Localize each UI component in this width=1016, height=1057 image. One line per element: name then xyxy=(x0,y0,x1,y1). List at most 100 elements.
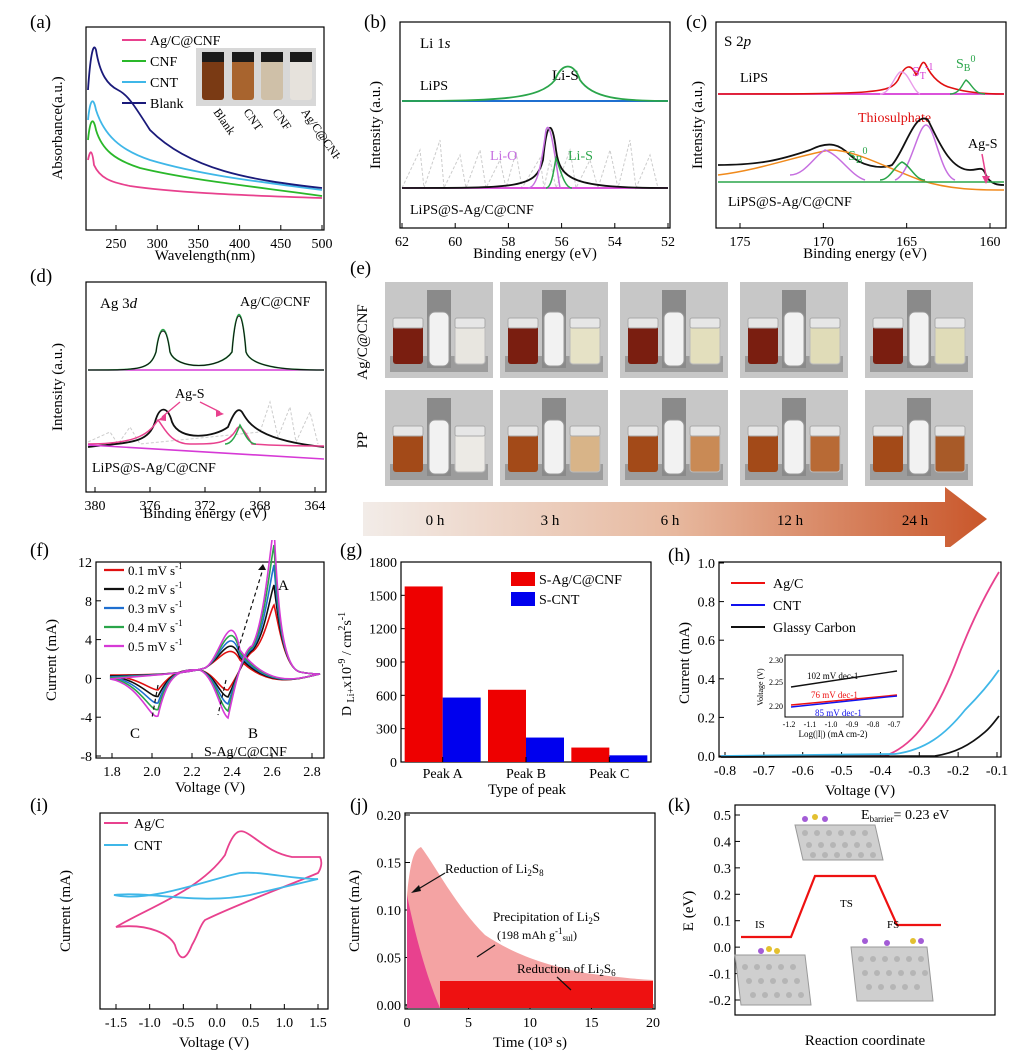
x-tick-label: 0 xyxy=(404,1016,411,1031)
inset-slope-3: 85 mV dec-1 xyxy=(815,708,862,718)
legend-entry: CNF xyxy=(150,55,177,70)
panel-j-ylabel: Current (mA) xyxy=(347,870,363,952)
x-tick-label: -0.6 xyxy=(792,764,814,779)
bar-peak-b-1 xyxy=(526,737,564,762)
category-label: Peak A xyxy=(423,767,464,782)
panel-k-ylabel: E (eV) xyxy=(681,891,697,931)
y-tick-label: 0.2 xyxy=(698,711,716,726)
inset-xlabel: Log(|I|) (mA cm-2) xyxy=(798,729,867,739)
panel-d-ag3d-xps: Ag 3d Ag/C@CNF Ag-S LiPS@S-Ag/C@CNF 380 3… xyxy=(50,281,327,522)
legend-entry: Blank xyxy=(150,97,183,112)
x-tick-label: 56 xyxy=(555,235,569,250)
x-tick-label: -0.4 xyxy=(869,764,891,779)
x-tick-label: 175 xyxy=(730,235,751,250)
time-label: 24 h xyxy=(902,513,929,529)
time-label: 6 h xyxy=(661,513,680,529)
panel-j-xlabel: Time (10³ s) xyxy=(493,1035,567,1051)
x-tick-label: 60 xyxy=(448,235,462,250)
x-tick-label: 380 xyxy=(85,499,106,514)
panel-b-title: Li 1s xyxy=(420,36,451,52)
bar-peak-b-0 xyxy=(488,689,526,762)
vial-label: CNF xyxy=(270,106,295,133)
x-tick-label: 1.8 xyxy=(103,765,121,780)
x-tick-label: 500 xyxy=(312,237,333,252)
panel-d-ylabel: Intensity (a.u.) xyxy=(50,343,66,431)
panel-a-xlabel: Wavelength(nm) xyxy=(155,248,255,264)
x-tick-label: 1.0 xyxy=(276,1016,294,1031)
panel-c-sb-top: SB0 xyxy=(956,54,975,74)
bar-peak-a-0 xyxy=(404,586,443,762)
panel-e-adsorption-photos: Ag/C@CNF PP 0 h 3 h 6 h 12 h 24 h xyxy=(355,282,987,547)
legend-entry: Glassy Carbon xyxy=(773,621,856,636)
x-tick-label: 20 xyxy=(646,1016,660,1031)
svg-text:-1.1: -1.1 xyxy=(804,720,817,729)
x-tick-label: 2.6 xyxy=(263,765,281,780)
panel-b-peak-lis: Li-S xyxy=(568,149,593,164)
panel-g-ylabel: D Li+x10-9 / cm2s-1 xyxy=(337,612,357,716)
panel-label-d: (d) xyxy=(30,266,53,287)
y-tick-label: 0.20 xyxy=(377,809,402,824)
panel-i-symmetric-cv-chart: -1.5 -1.0 -0.5 0.0 0.5 1.0 1.5 Voltage (V) Cur… xyxy=(58,812,329,1051)
panel-i-legend: Ag/C CNT xyxy=(104,817,164,854)
panel-g-legend: S-Ag/C@CNF S-CNT xyxy=(511,572,622,608)
y-tick-label: 8 xyxy=(85,595,92,610)
svg-text:-1.0: -1.0 xyxy=(825,720,838,729)
x-tick-label: 62 xyxy=(395,235,409,250)
panel-d-bottom-label: LiPS@S-Ag/C@CNF xyxy=(92,461,216,476)
panel-k-energy-profile: 0.5 0.4 0.3 0.2 0.1 0.0 -0.1 -0.2 E (eV) Reacti… xyxy=(681,804,996,1049)
y-tick-label: 0.0 xyxy=(714,941,732,956)
panel-j-ann1: Reduction of Li2S8 xyxy=(445,861,544,878)
legend-entry: Ag/C@CNF xyxy=(150,34,221,49)
panel-label-i: (i) xyxy=(30,795,48,816)
legend-entry: Ag/C xyxy=(773,577,803,592)
curve-agc-cnf xyxy=(87,151,323,199)
energy-path xyxy=(741,874,941,939)
x-tick-label: 400 xyxy=(229,237,250,252)
y-tick-label: 0.8 xyxy=(698,596,716,611)
y-tick-label: 0.1 xyxy=(714,915,732,930)
inset-slope-1: 102 mV dec-1 xyxy=(807,671,858,681)
y-tick-label: 0.05 xyxy=(377,952,402,967)
panel-label-a: (a) xyxy=(30,12,52,33)
category-label: Peak B xyxy=(506,767,546,782)
category-label: Peak C xyxy=(589,767,629,782)
x-tick-label: -1.5 xyxy=(105,1016,127,1031)
y-tick-label: 12 xyxy=(78,556,92,571)
panel-d-title: Ag 3d xyxy=(100,296,138,312)
bar-peak-a-1 xyxy=(442,697,481,762)
time-arrow xyxy=(363,487,987,547)
svg-text:-0.7: -0.7 xyxy=(888,720,901,729)
legend-entry: 0.1 mV s-1 xyxy=(128,561,183,578)
x-tick-label: 0.5 xyxy=(242,1016,260,1031)
vial-label: Blank xyxy=(211,106,239,138)
y-tick-label: 0.2 xyxy=(714,888,732,903)
y-tick-label: 0.0 xyxy=(698,750,716,765)
vial-cnf xyxy=(261,52,283,100)
panel-d-top-label: Ag/C@CNF xyxy=(240,295,311,310)
x-tick-label: 300 xyxy=(147,237,168,252)
panel-b-top-label: LiPS xyxy=(420,79,448,94)
panel-h-ylabel: Current (mA) xyxy=(677,622,693,704)
svg-text:-0.8: -0.8 xyxy=(867,720,880,729)
panel-h-legend: Ag/C CNT Glassy Carbon xyxy=(731,577,856,636)
svg-text:-1.2: -1.2 xyxy=(783,720,796,729)
bar-peak-c-1 xyxy=(609,755,648,762)
vial-blank xyxy=(202,52,224,100)
panel-b-peak-lio: Li-O xyxy=(490,149,517,164)
y-tick-label: 0.4 xyxy=(698,673,716,688)
y-tick-label: 0.4 xyxy=(714,835,732,850)
y-tick-label: 1200 xyxy=(369,623,397,638)
legend-entry: CNT xyxy=(150,76,178,91)
y-tick-label: -4 xyxy=(80,711,92,726)
panel-b-xlabel: Binding energy (eV) xyxy=(473,246,597,262)
legend-entry: 0.3 mV s-1 xyxy=(128,599,183,616)
panel-j-ann2b: (198 mAh g-1sul) xyxy=(497,926,577,943)
x-tick-label: 54 xyxy=(608,235,622,250)
y-tick-label: -0.2 xyxy=(709,994,731,1009)
x-tick-label: -0.5 xyxy=(172,1016,194,1031)
panel-k-barrier: Ebarrier= 0.23 eV xyxy=(861,808,949,824)
x-tick-label: 15 xyxy=(585,1016,599,1031)
x-tick-label: 1.5 xyxy=(309,1016,327,1031)
cv-curve xyxy=(109,540,321,720)
panel-label-h: (h) xyxy=(668,545,691,566)
